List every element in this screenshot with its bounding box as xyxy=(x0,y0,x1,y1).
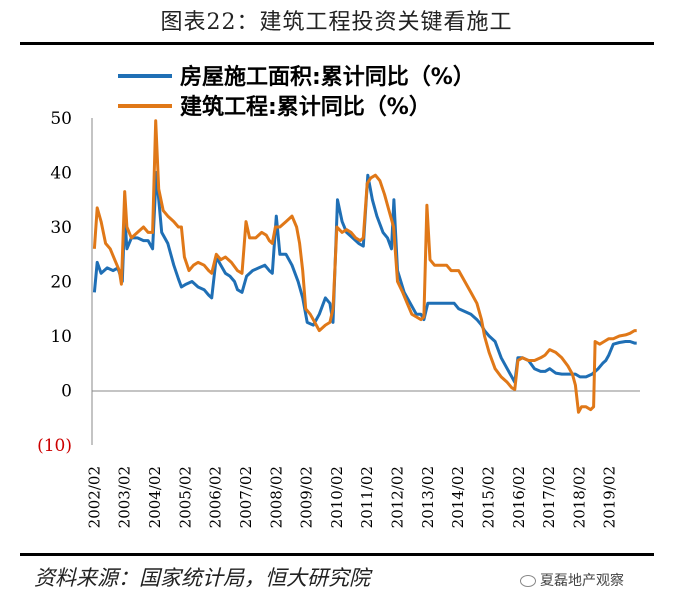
y-ticks: 50 40 30 20 10 0 (10) xyxy=(37,109,72,456)
figure-title: 图表22：建筑工程投资关键看施工 xyxy=(160,10,513,35)
x-tick-label: 2009/02 xyxy=(298,466,316,528)
line-chart: 房屋施工面积:累计同比（%） 建筑工程:累计同比（%） 50 40 30 20 10 0 (… xyxy=(37,64,640,528)
x-tick-label: 2010/02 xyxy=(328,466,346,528)
x-tick-label: 2002/02 xyxy=(85,466,103,528)
x-tick-label: 2018/02 xyxy=(570,466,588,528)
x-tick-label: 2019/02 xyxy=(601,466,619,528)
x-tick-label: 2012/02 xyxy=(389,466,407,528)
x-ticks: 2002/02 2003/02 2004/02 2005/02 2006/02 2007/… xyxy=(85,466,618,528)
y-tick-label: 50 xyxy=(50,109,72,129)
x-tick-label: 2008/02 xyxy=(267,466,285,528)
legend: 房屋施工面积:累计同比（%） 建筑工程:累计同比（%） xyxy=(118,64,475,120)
y-tick-label: 20 xyxy=(50,273,72,293)
x-tick-label: 2004/02 xyxy=(146,466,164,528)
watermark-text: 夏磊地产观察 xyxy=(540,573,624,589)
x-tick-label: 2011/02 xyxy=(358,466,376,528)
series-line-house xyxy=(92,171,637,384)
x-tick-label: 2007/02 xyxy=(237,466,255,528)
y-tick-label: 40 xyxy=(50,164,72,184)
x-tick-label: 2003/02 xyxy=(116,466,134,528)
x-tick-label: 2016/02 xyxy=(510,466,528,528)
y-tick-label: 30 xyxy=(50,218,72,238)
x-tick-label: 2006/02 xyxy=(207,466,225,528)
y-tick-label: 0 xyxy=(61,382,72,402)
series-lines xyxy=(92,119,637,414)
watermark: 夏磊地产观察 xyxy=(520,570,624,590)
legend-label-house: 房屋施工面积:累计同比（%） xyxy=(180,64,475,90)
source-note: 资料来源：国家统计局，恒大研究院 xyxy=(34,566,370,590)
series-line-construction xyxy=(92,119,637,414)
x-tick-label: 2017/02 xyxy=(540,466,558,528)
wechat-icon xyxy=(520,575,536,587)
x-tick-label: 2013/02 xyxy=(419,466,437,528)
legend-label-construction: 建筑工程:累计同比（%） xyxy=(180,94,431,120)
y-tick-label: (10) xyxy=(37,436,72,456)
x-tick-label: 2015/02 xyxy=(479,466,497,528)
x-tick-label: 2005/02 xyxy=(176,466,194,528)
top-rule xyxy=(20,42,654,45)
x-tick-label: 2014/02 xyxy=(449,466,467,528)
bottom-rule xyxy=(20,553,654,556)
y-tick-label: 10 xyxy=(50,327,72,347)
